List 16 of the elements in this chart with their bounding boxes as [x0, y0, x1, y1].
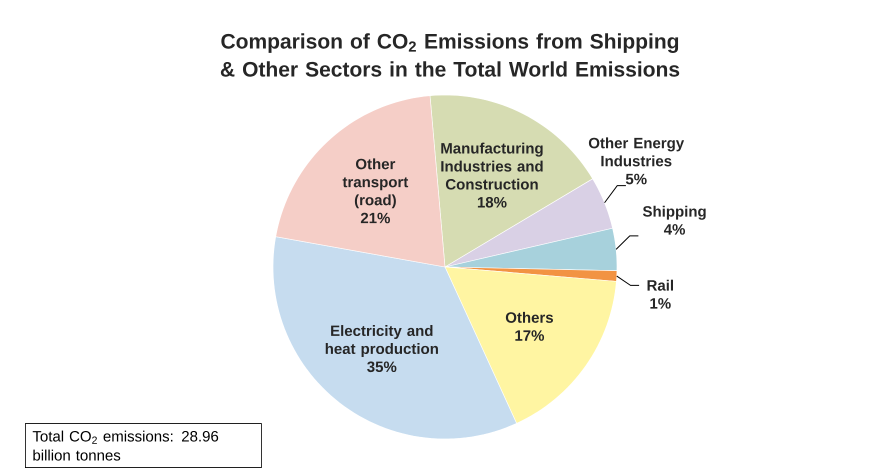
slice-label: Shipping — [642, 206, 706, 220]
data-label: 21% — [360, 212, 390, 224]
data-label: 35% — [367, 361, 396, 372]
data-label: 4% — [664, 224, 686, 235]
slice-label: Other Energy Industries — [588, 137, 684, 166]
data-label: 5% — [626, 174, 647, 184]
chart-title: Comparison of CO$_{2}$ Emissions from Shipping & Other Sectors in the Total World Emissions — [220, 33, 680, 77]
data-label: 18% — [478, 196, 507, 208]
slice-label: Others — [506, 312, 553, 323]
slice-label: Rail — [648, 280, 673, 291]
text: Total CO$_{2}$ emissions: 28.96 billion tonnes — [32, 430, 218, 461]
slice-label: Other transport (road) — [342, 158, 408, 208]
data-label: 1% — [650, 298, 671, 309]
slice-label: Electricity and heat production — [326, 325, 438, 358]
slice-label: Manufacturing Industries and Construction — [441, 142, 543, 190]
data-label: 17% — [515, 330, 544, 341]
